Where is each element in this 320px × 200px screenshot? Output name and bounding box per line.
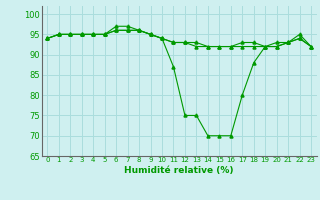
X-axis label: Humidité relative (%): Humidité relative (%): [124, 166, 234, 175]
